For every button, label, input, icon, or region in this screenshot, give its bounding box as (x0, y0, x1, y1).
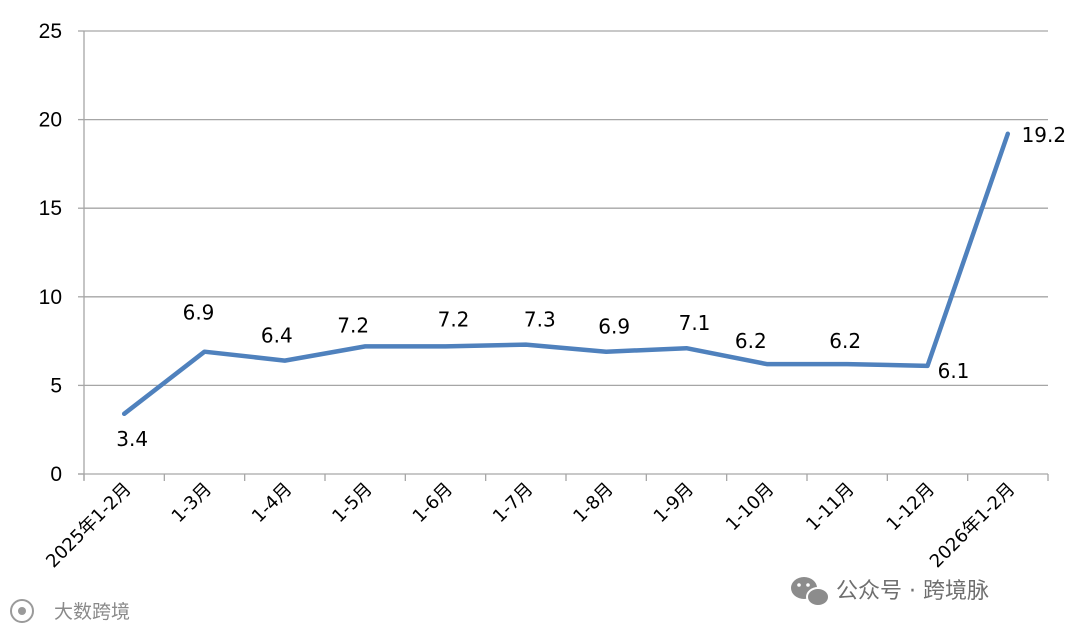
x-tick-label: 1-9月 (650, 479, 698, 527)
y-tick-label: 20 (39, 109, 62, 132)
series-line (121, 131, 1011, 417)
data-label: 6.2 (735, 329, 767, 353)
data-label: 7.2 (438, 307, 470, 331)
wechat-icon (791, 577, 830, 607)
data-label: 7.1 (679, 311, 711, 335)
data-label: 6.9 (598, 315, 630, 339)
x-tick-label: 1-3月 (168, 479, 216, 527)
data-label: 19.2 (1022, 123, 1067, 147)
data-label: 7.2 (337, 313, 369, 337)
x-tick-label: 2026年1-2月 (926, 479, 1019, 572)
y-tick-label: 25 (39, 20, 62, 43)
y-tick-label: 15 (39, 197, 62, 220)
x-tick-label: 1-12月 (883, 479, 939, 535)
data-label: 6.4 (261, 324, 293, 348)
y-tick-label: 5 (50, 374, 62, 397)
x-tick-labels: 2025年1-2月 1-3月 1-4月 1-5月 1-6月 1-7月 1-8月 1-9月 1-1… (42, 479, 1019, 572)
data-label: 6.2 (829, 329, 861, 353)
x-tick-label: 1-11月 (802, 479, 858, 535)
x-tick-label: 1-10月 (722, 479, 778, 535)
data-label: 3.4 (116, 427, 148, 451)
watermark-left-text: 大数跨境 (54, 601, 130, 623)
series-line-path (121, 131, 1011, 417)
watermark-right: 公众号 · 跨境脉 (791, 577, 989, 607)
watermark-right-text: 公众号 · 跨境脉 (836, 579, 989, 604)
axes (78, 30, 1049, 481)
y-tick-label: 10 (39, 286, 62, 309)
x-tick-label: 2025年1-2月 (42, 479, 135, 572)
y-tick-labels: 0 5 10 15 20 25 (39, 20, 62, 486)
circle-logo-icon (10, 599, 34, 623)
y-tick-label: 0 (50, 463, 62, 486)
gridlines (84, 30, 1048, 387)
data-labels: 3.4 6.9 6.4 7.2 7.2 7.3 6.9 7.1 6.2 6.2 6.1 19.2 (116, 123, 1066, 451)
data-label: 6.1 (938, 359, 970, 383)
data-label: 6.9 (183, 301, 215, 325)
data-label: 7.3 (524, 308, 556, 332)
x-tick-label: 1-6月 (409, 479, 457, 527)
x-tick-label: 1-5月 (328, 479, 376, 527)
x-tick-label: 1-7月 (489, 479, 537, 527)
x-tick-label: 1-8月 (569, 479, 617, 527)
x-tick-label: 1-4月 (248, 479, 296, 527)
watermark-left: 大数跨境 (10, 599, 130, 623)
